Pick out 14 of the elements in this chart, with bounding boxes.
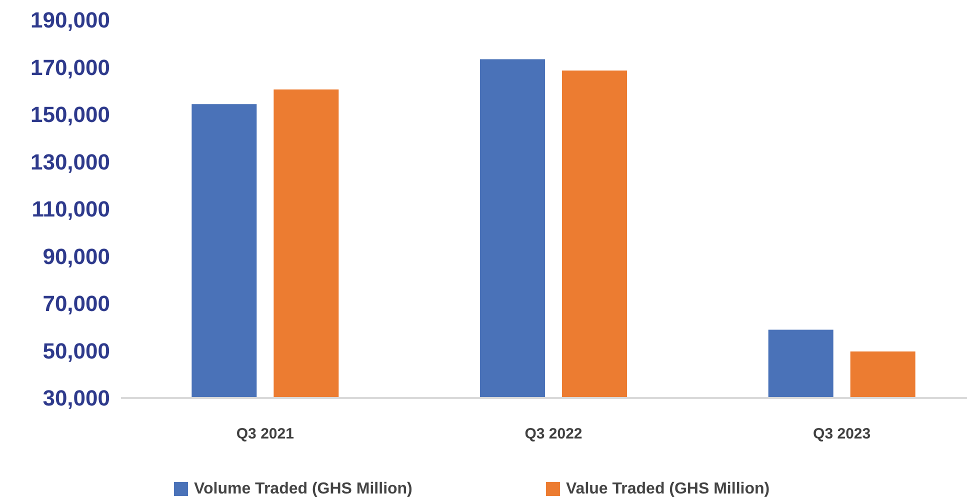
y-tick-label: 150,000 [30,102,110,127]
y-tick-label: 70,000 [42,291,110,316]
y-tick-label: 110,000 [32,196,110,222]
x-tick-label: Q3 2021 [236,426,294,442]
y-tick-label: 90,000 [42,244,110,269]
x-tick-label: Q3 2022 [524,426,582,442]
x-tick-label: Q3 2023 [813,426,871,442]
y-tick-label: 170,000 [30,54,110,80]
y-tick-label: 50,000 [42,338,110,364]
legend-label: Volume Traded (GHS Million) [194,480,412,498]
y-tick-label: 30,000 [42,386,110,410]
legend-label: Value Traded (GHS Million) [566,480,770,498]
y-tick-label: 190,000 [30,8,110,32]
y-tick-label: 130,000 [30,149,110,174]
